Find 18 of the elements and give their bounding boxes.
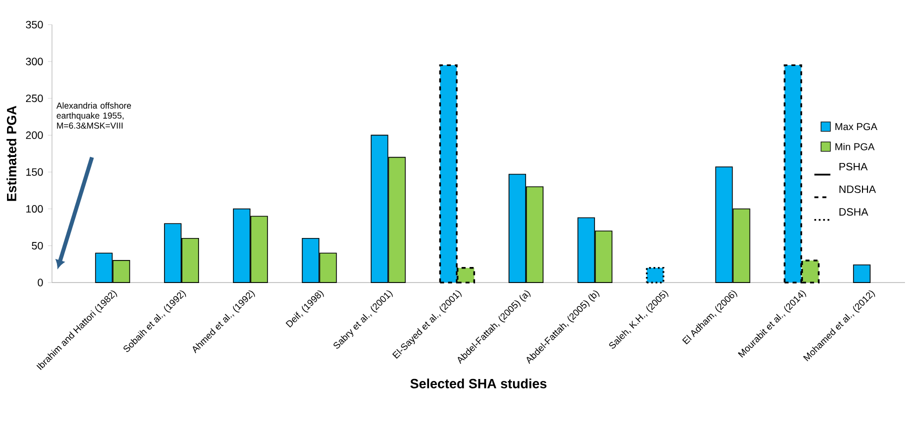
y-tick-label: 250 <box>26 94 43 102</box>
y-tick-label: 350 <box>26 20 43 28</box>
y-tick-label: 300 <box>26 58 43 66</box>
x-axis-title: Selected SHA studies <box>410 378 546 388</box>
y-tick-label: 200 <box>26 131 43 139</box>
y-tick-label: 50 <box>32 242 43 250</box>
y-axis-title: Estimated PGA <box>6 106 16 201</box>
annotation: NDSHA <box>840 185 876 193</box>
y-tick-label: 100 <box>26 205 43 213</box>
bar <box>853 264 871 283</box>
legend-label: Min PGA <box>835 142 875 150</box>
y-tick-label: 150 <box>26 168 43 176</box>
annotation: PSHA <box>840 162 868 170</box>
legend-label: Max PGA <box>835 123 878 130</box>
annotation: Alexandria offshore earthquake 1955, M=6.3&MSK=VIII <box>56 102 131 129</box>
annotation: DSHA <box>840 208 868 216</box>
bar <box>646 266 664 284</box>
y-tick-label: 0 <box>38 278 43 286</box>
